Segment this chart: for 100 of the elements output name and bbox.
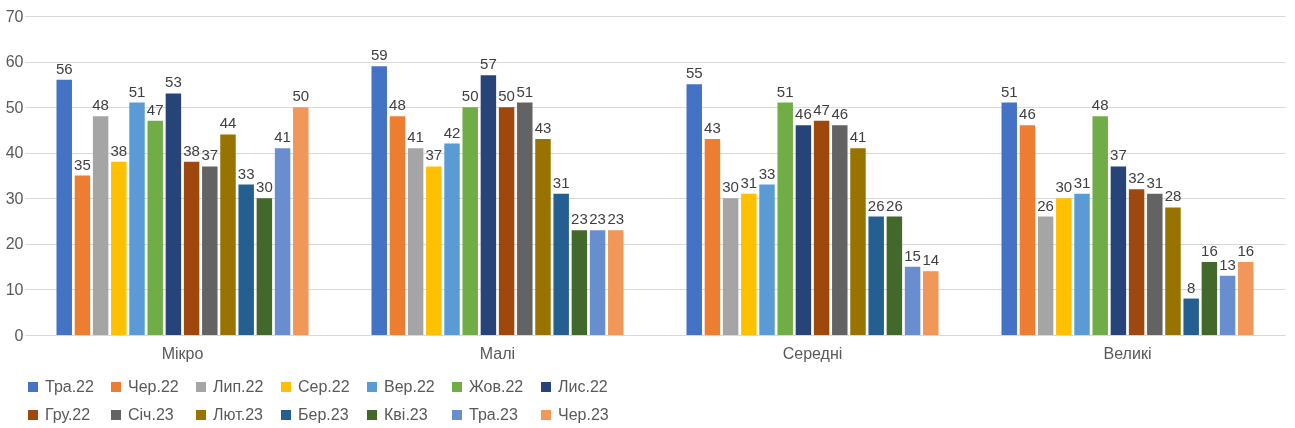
data-label: 38: [110, 141, 128, 159]
data-label: 38: [183, 141, 200, 159]
data-label: 28: [1164, 187, 1182, 205]
data-label: 47: [146, 100, 164, 118]
data-label: 30: [1055, 178, 1073, 196]
data-label: 31: [1073, 173, 1091, 191]
y-tick-label: 40: [5, 144, 24, 162]
bar: [371, 66, 387, 335]
bar: [608, 230, 624, 335]
y-tick-label: 10: [5, 280, 24, 298]
data-label: 15: [904, 246, 921, 264]
data-label: 55: [685, 64, 703, 82]
bar: [56, 79, 72, 335]
y-tick-label: 20: [5, 235, 24, 253]
data-label: 26: [1037, 196, 1054, 214]
bar: [92, 116, 109, 335]
data-label: 37: [425, 146, 443, 164]
data-label: 51: [776, 82, 794, 100]
y-tick-label: 70: [5, 7, 24, 25]
legend-label: Січ.23: [128, 406, 174, 423]
data-label: 51: [1000, 82, 1018, 100]
bar: [813, 120, 830, 335]
bar: [1092, 116, 1108, 335]
legend-label: Сер.22: [298, 378, 350, 395]
bar: [111, 161, 127, 335]
bar: [1074, 193, 1090, 335]
data-label: 14: [922, 251, 940, 269]
data-label: 13: [1219, 255, 1236, 273]
bar: [1001, 102, 1017, 335]
legend-label: Чер.23: [558, 406, 609, 423]
bar: [293, 107, 309, 335]
bar: [165, 93, 182, 335]
bar: [1238, 262, 1254, 335]
x-tick-label: Малі: [479, 344, 516, 362]
legend-label: Кві.23: [384, 406, 428, 423]
data-label: 43: [534, 119, 552, 137]
bar: [741, 193, 757, 335]
bar: [147, 120, 163, 335]
bar: [795, 125, 812, 335]
bar: [238, 184, 254, 335]
bar: [1128, 189, 1145, 335]
data-label: 31: [740, 173, 758, 191]
legend-label: Жов.22: [469, 378, 524, 395]
bar: [74, 175, 91, 335]
data-label: 53: [165, 73, 182, 91]
bar: [1165, 207, 1181, 335]
bar: [686, 84, 702, 335]
data-label: 57: [480, 55, 497, 73]
bar: [202, 166, 218, 335]
legend-label: Бер.23: [298, 406, 349, 423]
bar: [777, 102, 793, 335]
data-label: 44: [219, 114, 237, 132]
data-label: 30: [722, 178, 739, 196]
data-label: 46: [1019, 105, 1036, 123]
bar: [129, 102, 145, 335]
legend-label: Чер.22: [128, 378, 179, 395]
legend-label: Вер.22: [384, 378, 435, 395]
data-label: 37: [201, 146, 219, 164]
legend-label: Тра.23: [469, 406, 519, 423]
y-tick-label: 50: [5, 98, 24, 116]
bar: [1147, 193, 1163, 335]
bar: [1037, 216, 1054, 335]
bar: [923, 271, 939, 335]
data-label: 47: [813, 100, 830, 118]
bar: [183, 161, 200, 335]
data-label: 26: [867, 196, 885, 214]
y-tick-label: 0: [14, 326, 24, 344]
data-label: 43: [704, 119, 721, 137]
bar: [462, 107, 478, 335]
data-label: 16: [1201, 242, 1218, 260]
bar: [389, 116, 406, 335]
bar: [1110, 166, 1127, 335]
legend-label: Тра.22: [45, 378, 95, 395]
bar: [704, 139, 721, 335]
data-label: 37: [1110, 146, 1127, 164]
data-label: 42: [443, 123, 461, 141]
data-label: 32: [1128, 169, 1145, 187]
data-label: 35: [74, 155, 91, 173]
bar: [759, 184, 775, 335]
data-label: 59: [370, 46, 388, 64]
bar: [256, 198, 273, 335]
data-label: 46: [795, 105, 812, 123]
data-label: 23: [589, 210, 606, 228]
data-label: 48: [1091, 96, 1109, 114]
data-label: 31: [1146, 173, 1164, 191]
bar: [722, 198, 739, 335]
bar: [498, 107, 515, 335]
data-label: 51: [516, 82, 534, 100]
bar: [480, 75, 497, 335]
bar: [832, 125, 848, 335]
data-label: 48: [92, 96, 109, 114]
legend-label: Лип.22: [213, 378, 264, 395]
data-label: 23: [607, 210, 625, 228]
bar: [407, 148, 424, 335]
bar: [535, 139, 551, 335]
bar: [553, 193, 569, 335]
bar: [1056, 198, 1072, 335]
x-tick-label: Великі: [1103, 344, 1152, 362]
legend-label: Лис.22: [558, 378, 608, 395]
data-label: 51: [128, 82, 146, 100]
